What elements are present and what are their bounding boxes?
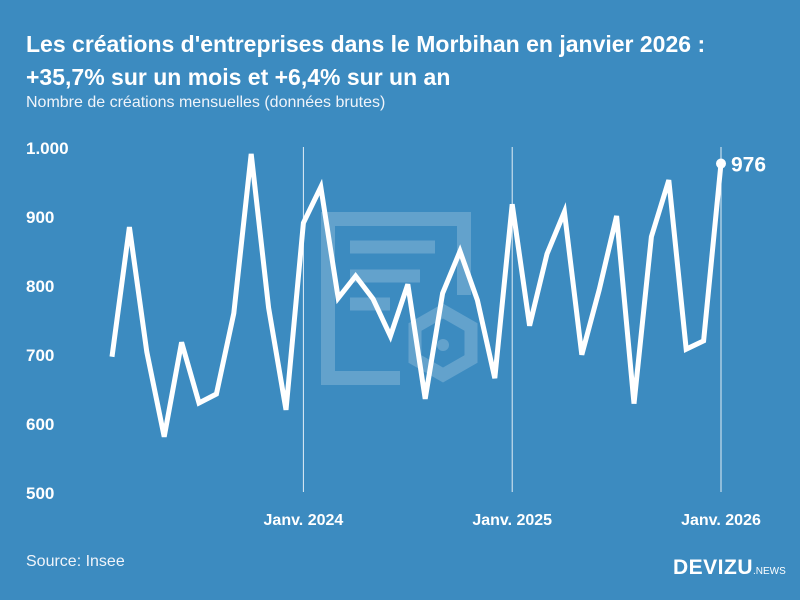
y-tick-label: 600 xyxy=(26,415,54,434)
chart-title: Les créations d'entreprises dans le Morb… xyxy=(26,31,706,90)
y-tick-label: 700 xyxy=(26,346,54,365)
last-point-marker xyxy=(716,158,726,169)
logo-suffix: .NEWS xyxy=(753,566,786,577)
y-tick-label: 1.000 xyxy=(26,139,69,158)
x-tick-label: Janv. 2024 xyxy=(264,512,344,529)
logo-main: DEVIZU xyxy=(673,556,754,579)
devizu-logo: DEVIZU.NEWS xyxy=(673,556,786,580)
chart-subtitle: Nombre de créations mensuelles (données … xyxy=(26,94,386,111)
y-tick-label: 900 xyxy=(26,208,54,227)
watermark-icon xyxy=(321,212,478,385)
series-line xyxy=(109,153,724,438)
source-note: Source: Insee xyxy=(26,553,125,570)
last-value-label: 976 xyxy=(731,154,766,177)
x-tick-label: Janv. 2026 xyxy=(681,512,761,529)
y-tick-label: 800 xyxy=(26,277,54,296)
x-tick-label: Janv. 2025 xyxy=(472,512,552,529)
y-tick-label: 500 xyxy=(26,484,54,503)
